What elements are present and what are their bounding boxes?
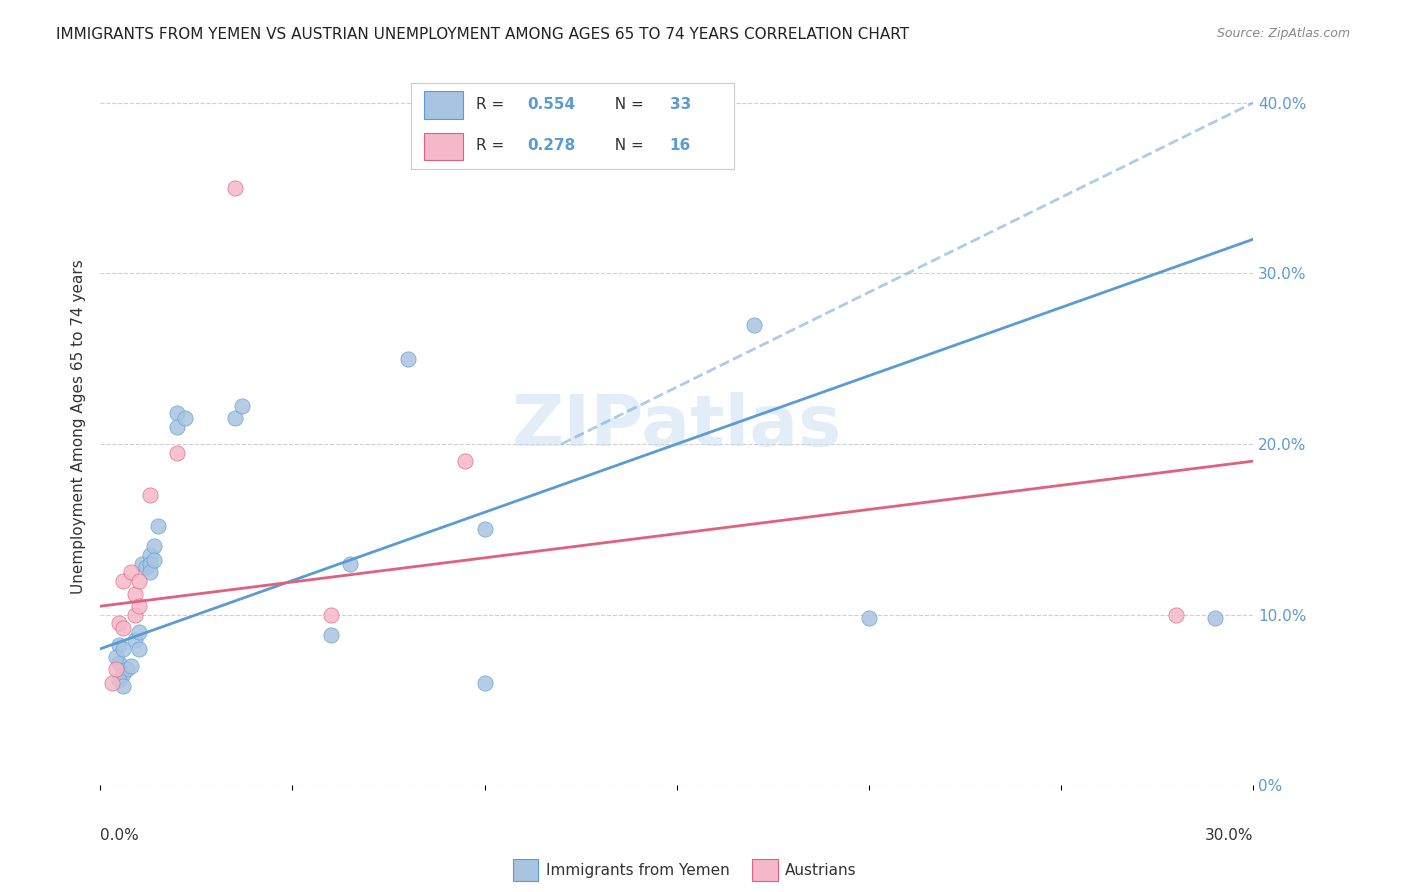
Text: 30.0%: 30.0% xyxy=(1205,828,1253,843)
Point xyxy=(131,557,153,571)
Point xyxy=(108,656,131,670)
Point xyxy=(112,574,135,588)
Point xyxy=(224,181,246,195)
Point xyxy=(231,400,253,414)
Point xyxy=(108,616,131,631)
Point xyxy=(166,406,188,420)
Point xyxy=(474,522,496,536)
Point xyxy=(454,454,477,468)
Point xyxy=(142,540,165,554)
Text: Immigrants from Yemen: Immigrants from Yemen xyxy=(546,863,730,878)
Point xyxy=(100,676,122,690)
Point xyxy=(124,633,146,648)
Point xyxy=(128,574,150,588)
Point xyxy=(120,659,142,673)
Point xyxy=(339,557,361,571)
Point xyxy=(108,673,131,687)
Point xyxy=(120,565,142,579)
Point xyxy=(139,488,162,502)
Point xyxy=(142,553,165,567)
Point xyxy=(104,650,127,665)
Text: IMMIGRANTS FROM YEMEN VS AUSTRIAN UNEMPLOYMENT AMONG AGES 65 TO 74 YEARS CORRELA: IMMIGRANTS FROM YEMEN VS AUSTRIAN UNEMPL… xyxy=(56,27,910,42)
Point xyxy=(139,548,162,562)
Point xyxy=(104,662,127,676)
Text: 0.0%: 0.0% xyxy=(100,828,139,843)
Point xyxy=(128,599,150,614)
Point xyxy=(173,411,195,425)
Point xyxy=(742,318,765,332)
Point xyxy=(124,607,146,622)
Point xyxy=(474,676,496,690)
Text: Austrians: Austrians xyxy=(785,863,856,878)
Point xyxy=(112,680,135,694)
Text: ZIPatlas: ZIPatlas xyxy=(512,392,842,461)
Point xyxy=(112,621,135,635)
Point xyxy=(146,519,169,533)
Point xyxy=(166,420,188,434)
Point xyxy=(108,639,131,653)
Point xyxy=(112,641,135,656)
Text: Source: ZipAtlas.com: Source: ZipAtlas.com xyxy=(1216,27,1350,40)
Point xyxy=(858,611,880,625)
Point xyxy=(128,624,150,639)
Point xyxy=(319,628,342,642)
Point xyxy=(396,351,419,366)
Point xyxy=(112,667,135,681)
Point xyxy=(128,641,150,656)
Point xyxy=(139,565,162,579)
Point xyxy=(135,560,157,574)
Point xyxy=(1204,611,1226,625)
Point xyxy=(139,557,162,571)
Point xyxy=(224,411,246,425)
Point xyxy=(1166,607,1188,622)
Point xyxy=(115,662,138,676)
Y-axis label: Unemployment Among Ages 65 to 74 years: Unemployment Among Ages 65 to 74 years xyxy=(72,260,86,594)
Point xyxy=(166,445,188,459)
Point xyxy=(124,587,146,601)
Point xyxy=(319,607,342,622)
